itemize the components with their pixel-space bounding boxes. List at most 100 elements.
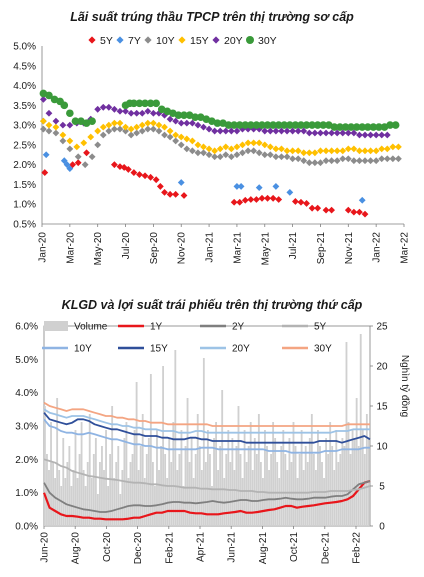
line-20y — [43, 408, 370, 434]
y2-tick-label: 15 — [376, 402, 388, 413]
point-20y — [383, 131, 391, 139]
point-5y — [147, 173, 154, 181]
legend-item-volume: Volume — [44, 321, 108, 333]
point-20y — [105, 103, 113, 111]
point-15y — [250, 139, 258, 147]
x-tick-label: Aug-21 — [258, 532, 269, 565]
volume-bar — [357, 446, 360, 526]
point-15y — [367, 147, 374, 155]
point-15y — [255, 139, 263, 147]
point-30y — [269, 121, 277, 129]
point-15y — [300, 149, 308, 157]
point-10y — [45, 127, 53, 135]
point-5y — [180, 192, 188, 199]
point-15y — [294, 147, 302, 155]
volume-bar — [78, 454, 81, 526]
volume-bar — [253, 438, 256, 526]
point-15y — [211, 147, 219, 155]
point-30y — [60, 101, 69, 110]
volume-bar — [109, 454, 112, 526]
volume-bar — [72, 470, 75, 526]
volume-bar — [184, 446, 187, 526]
volume-bar — [48, 470, 50, 526]
point-10y — [99, 131, 107, 139]
point-20y — [166, 115, 174, 123]
volume-bar — [141, 414, 144, 526]
x-tick-label: May-21 — [260, 232, 271, 266]
point-10y — [39, 125, 47, 133]
point-30y — [241, 121, 250, 129]
point-15y — [161, 123, 168, 131]
x-tick-label: Nov-20 — [177, 232, 188, 265]
volume-bar — [345, 342, 348, 526]
x-axis: Jan-20 Mar-20 May-20 Jul-20 Sep-20 Nov-20 Jan-… — [38, 223, 411, 266]
point-30y — [247, 121, 255, 129]
legend-item-7y: 7Y — [116, 35, 141, 47]
volume-bar — [99, 462, 101, 526]
point-20y — [339, 129, 347, 137]
point-10y — [211, 153, 219, 161]
point-5y — [269, 194, 277, 202]
point-5y — [116, 163, 124, 171]
point-20y — [127, 109, 135, 117]
x-tick-label: Oct-20 — [102, 532, 113, 562]
point-10y — [266, 151, 274, 159]
volume-bar — [284, 454, 287, 526]
point-10y — [294, 155, 302, 163]
volume-bar — [302, 470, 305, 526]
point-30y — [174, 111, 183, 120]
volume-bar — [68, 446, 71, 526]
x-tick-label: May-20 — [93, 232, 104, 266]
volume-bar — [117, 446, 120, 526]
point-20y — [99, 103, 107, 111]
volume-bar — [217, 470, 220, 526]
point-30y — [369, 123, 378, 131]
point-10y — [183, 145, 191, 153]
volume-bar — [182, 486, 185, 526]
point-15y — [395, 143, 402, 151]
point-15y — [80, 139, 88, 147]
point-5y — [136, 171, 143, 178]
point-15y — [244, 139, 252, 147]
volume-bar — [58, 470, 61, 526]
line-10y — [43, 418, 370, 454]
y-tick-label: 0.5% — [13, 220, 36, 231]
volume-bar — [198, 446, 201, 526]
y-tick-label: 1.0% — [15, 488, 38, 499]
point-15y — [305, 149, 313, 157]
volume-bar — [62, 438, 65, 526]
point-10y — [367, 157, 374, 165]
legend-marker-15y — [178, 36, 186, 44]
point-30y — [352, 123, 361, 131]
point-20y — [205, 125, 213, 133]
volume-bar — [219, 446, 222, 526]
point-20y — [266, 127, 274, 135]
volume-bar — [365, 414, 368, 526]
volume-bar — [156, 430, 158, 526]
volume-bar — [192, 478, 195, 526]
x-tick-label: Jul-20 — [121, 232, 132, 260]
point-15y — [272, 145, 280, 153]
point-10y — [322, 157, 330, 165]
legend-marker-30y — [246, 36, 254, 44]
volume-bar — [296, 478, 299, 526]
volume-bar — [213, 438, 215, 526]
volume-bar — [204, 462, 207, 526]
point-10y — [116, 125, 124, 133]
series-15y — [39, 117, 402, 157]
series-5y — [41, 149, 369, 218]
volume-bar — [96, 494, 99, 526]
y-tick-label: 4.0% — [15, 388, 38, 399]
y-tick-label: 2.5% — [13, 140, 36, 151]
point-10y — [395, 155, 402, 163]
volume-bar — [251, 470, 254, 526]
point-10y — [333, 157, 341, 165]
volume-bar — [319, 446, 321, 526]
x-tick-label: Mar-20 — [65, 232, 76, 264]
legend: Volume 1Y 2Y 5Y 10Y 15Y 20Y 30Y — [42, 321, 332, 355]
legend-item-5y: 5Y — [282, 322, 327, 333]
volume-bar — [111, 406, 114, 526]
point-10y — [155, 127, 163, 135]
point-10y — [272, 153, 280, 161]
y-axis: 0.5% 1.0% 1.5% 2.0% 2.5% 3.0% 3.5% 4.0% 4.5% 5.0% — [13, 42, 43, 231]
